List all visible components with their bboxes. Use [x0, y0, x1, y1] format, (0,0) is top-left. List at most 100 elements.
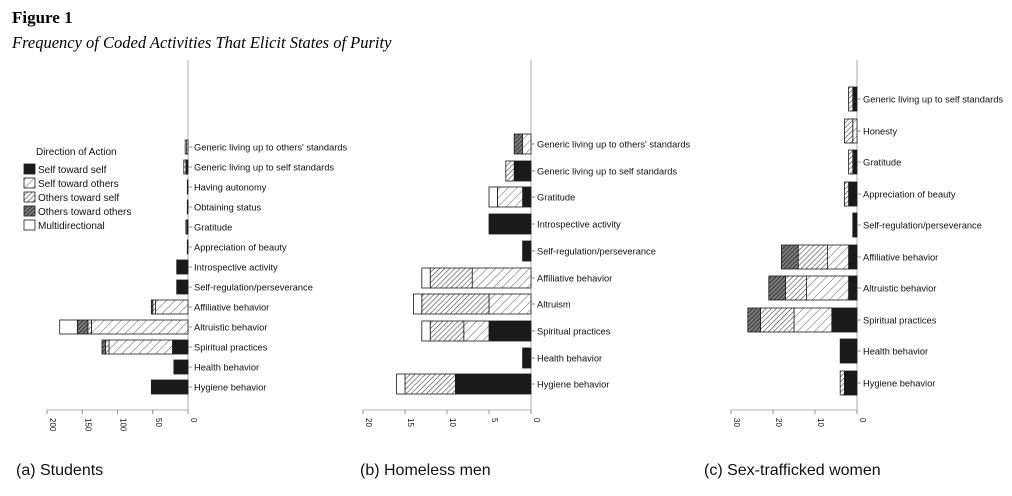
legend-label-multidirectional: Multidirectional [38, 221, 105, 232]
bar-having-autonomy-self-toward-self [186, 179, 189, 195]
bar-self-regulation-perseverance-self-toward-self [176, 279, 189, 295]
bar-spiritual-practices-self-toward-others [108, 339, 173, 355]
bar-gratitude-self-toward-self [522, 186, 532, 208]
bar-introspective-activity-self-toward-self [176, 259, 189, 275]
bar-affiliative-behavior-others-toward-self [429, 267, 473, 289]
bar-health-behavior-self-toward-self [839, 338, 858, 364]
bar-altruistic-behavior-others-toward-self [87, 319, 92, 335]
panel-caption-students: (a) Students [16, 462, 103, 479]
x-tick-label: 0 [532, 418, 541, 423]
bar-gratitude-others-toward-self [848, 149, 854, 175]
category-label-obtaining-status: Obtaining status [194, 202, 262, 212]
bar-altruism-self-toward-others [488, 293, 532, 315]
legend-title: Direction of Action [36, 147, 117, 158]
legend-label-self-others: Self toward others [38, 179, 119, 190]
category-label-altruism: Altruism [537, 299, 571, 309]
bar-generic-living-up-to-others-standards-others-toward-others [513, 133, 524, 155]
bar-affiliative-behavior-others-toward-others [150, 299, 154, 315]
category-label-introspective-activity: Introspective activity [537, 219, 621, 229]
category-label-generic-living-up-to-self-standards: Generic living up to self standards [863, 94, 1003, 104]
x-tick-label: 15 [406, 418, 415, 427]
x-tick-label: 5 [490, 418, 499, 423]
bar-generic-living-up-to-self-standards-others-toward-self [505, 160, 515, 182]
x-tick-label: 20 [774, 418, 783, 427]
bar-appreciation-of-beauty-self-toward-self [848, 181, 858, 207]
category-label-self-regulation-perseverance: Self-regulation/perseverance [537, 246, 656, 256]
x-tick-label: 50 [154, 418, 163, 427]
bar-hygiene-behavior-multidirectional [396, 373, 406, 395]
bar-altruistic-behavior-others-toward-others [768, 275, 786, 301]
figure-title: Frequency of Coded Activities That Elici… [12, 33, 392, 52]
bar-gratitude-multidirectional [488, 186, 498, 208]
bar-hygiene-behavior-others-toward-self [839, 370, 845, 396]
bar-spiritual-practices-self-toward-self [488, 320, 532, 342]
category-label-spiritual-practices: Spiritual practices [863, 315, 937, 325]
category-label-generic-living-up-to-self-standards: Generic living up to self standards [537, 166, 677, 176]
bar-introspective-activity-self-toward-self [488, 213, 532, 235]
category-label-hygiene-behavior: Hygiene behavior [194, 382, 266, 392]
category-label-affiliative-behavior: Affiliative behavior [194, 302, 269, 312]
bar-generic-living-up-to-others-standards-multidirectional [184, 139, 187, 155]
bar-hygiene-behavior-others-toward-self [404, 373, 456, 395]
category-label-honesty: Honesty [863, 126, 897, 136]
bar-obtaining-status-self-toward-self [186, 199, 189, 215]
category-label-altruistic-behavior: Altruistic behavior [194, 322, 267, 332]
bar-altruistic-behavior-multidirectional [59, 319, 78, 335]
legend-swatch-self-others [23, 177, 36, 189]
bar-self-regulation-perseverance-self-toward-self [852, 212, 858, 238]
x-tick-label: 150 [83, 418, 92, 432]
bar-affiliative-behavior-others-toward-self [152, 299, 156, 315]
bar-spiritual-practices-self-toward-self [172, 339, 189, 355]
bar-altruistic-behavior-self-toward-others [91, 319, 189, 335]
category-label-spiritual-practices: Spiritual practices [537, 326, 611, 336]
bar-altruistic-behavior-others-toward-self [785, 275, 807, 301]
bar-self-regulation-perseverance-self-toward-self [522, 240, 532, 262]
category-label-affiliative-behavior: Affiliative behavior [537, 273, 612, 283]
category-label-gratitude: Gratitude [194, 222, 232, 232]
bar-gratitude-self-toward-others [496, 186, 523, 208]
category-label-self-regulation-perseverance: Self-regulation/perseverance [863, 220, 982, 230]
category-label-health-behavior: Health behavior [194, 362, 259, 372]
bar-spiritual-practices-others-toward-others [747, 307, 761, 333]
category-label-affiliative-behavior: Affiliative behavior [863, 252, 938, 262]
bar-spiritual-practices-self-toward-others [793, 307, 833, 333]
bar-gratitude-others-toward-others [185, 219, 188, 235]
bar-spiritual-practices-others-toward-self [429, 320, 465, 342]
x-tick-label: 10 [816, 418, 825, 427]
category-label-health-behavior: Health behavior [863, 346, 928, 356]
bar-generic-living-up-to-others-standards-self-toward-others [522, 133, 532, 155]
bar-honesty-self-toward-others [852, 118, 858, 144]
legend-swatch-self-self [23, 163, 36, 175]
bar-affiliative-behavior-self-toward-others [155, 299, 189, 315]
bar-gratitude-self-toward-self [852, 149, 858, 175]
category-label-having-autonomy: Having autonomy [194, 182, 267, 192]
chart-panel-students: 200 150 100 50 0 Generic living up to others'… [46, 60, 348, 432]
bar-affiliative-behavior-self-toward-others [827, 244, 849, 270]
category-label-introspective-activity: Introspective activity [194, 262, 278, 272]
category-label-appreciation-of-beauty: Appreciation of beauty [863, 189, 956, 199]
bar-hygiene-behavior-self-toward-self [454, 373, 532, 395]
category-label-gratitude: Gratitude [863, 157, 901, 167]
bar-affiliative-behavior-self-toward-others [471, 267, 532, 289]
legend-swatch-multidirectional [23, 219, 36, 231]
category-label-gratitude: Gratitude [537, 192, 575, 202]
bar-appreciation-of-beauty-others-toward-self [844, 181, 850, 207]
bar-hygiene-behavior-self-toward-self [844, 370, 858, 396]
x-tick-label: 0 [858, 418, 867, 423]
bar-generic-living-up-to-self-standards-others-toward-self [183, 159, 187, 175]
bar-spiritual-practices-self-toward-others [463, 320, 490, 342]
bar-affiliative-behavior-multidirectional [421, 267, 431, 289]
category-label-health-behavior: Health behavior [537, 353, 602, 363]
bar-spiritual-practices-others-toward-self [105, 339, 110, 355]
x-tick-label: 200 [48, 418, 57, 432]
x-tick-label: 10 [448, 418, 457, 427]
panel-caption-sex-trafficked-women: (c) Sex-trafficked women [704, 462, 881, 479]
legend: Direction of Action Self toward self Sel… [23, 147, 131, 232]
bar-health-behavior-self-toward-self [522, 347, 532, 369]
category-label-generic-living-up-to-others-standards: Generic living up to others' standards [537, 139, 691, 149]
category-label-generic-living-up-to-others-standards: Generic living up to others' standards [194, 142, 348, 152]
bar-health-behavior-self-toward-self [173, 359, 189, 375]
bar-hygiene-behavior-self-toward-self [150, 379, 189, 395]
bar-affiliative-behavior-others-toward-self [797, 244, 829, 270]
